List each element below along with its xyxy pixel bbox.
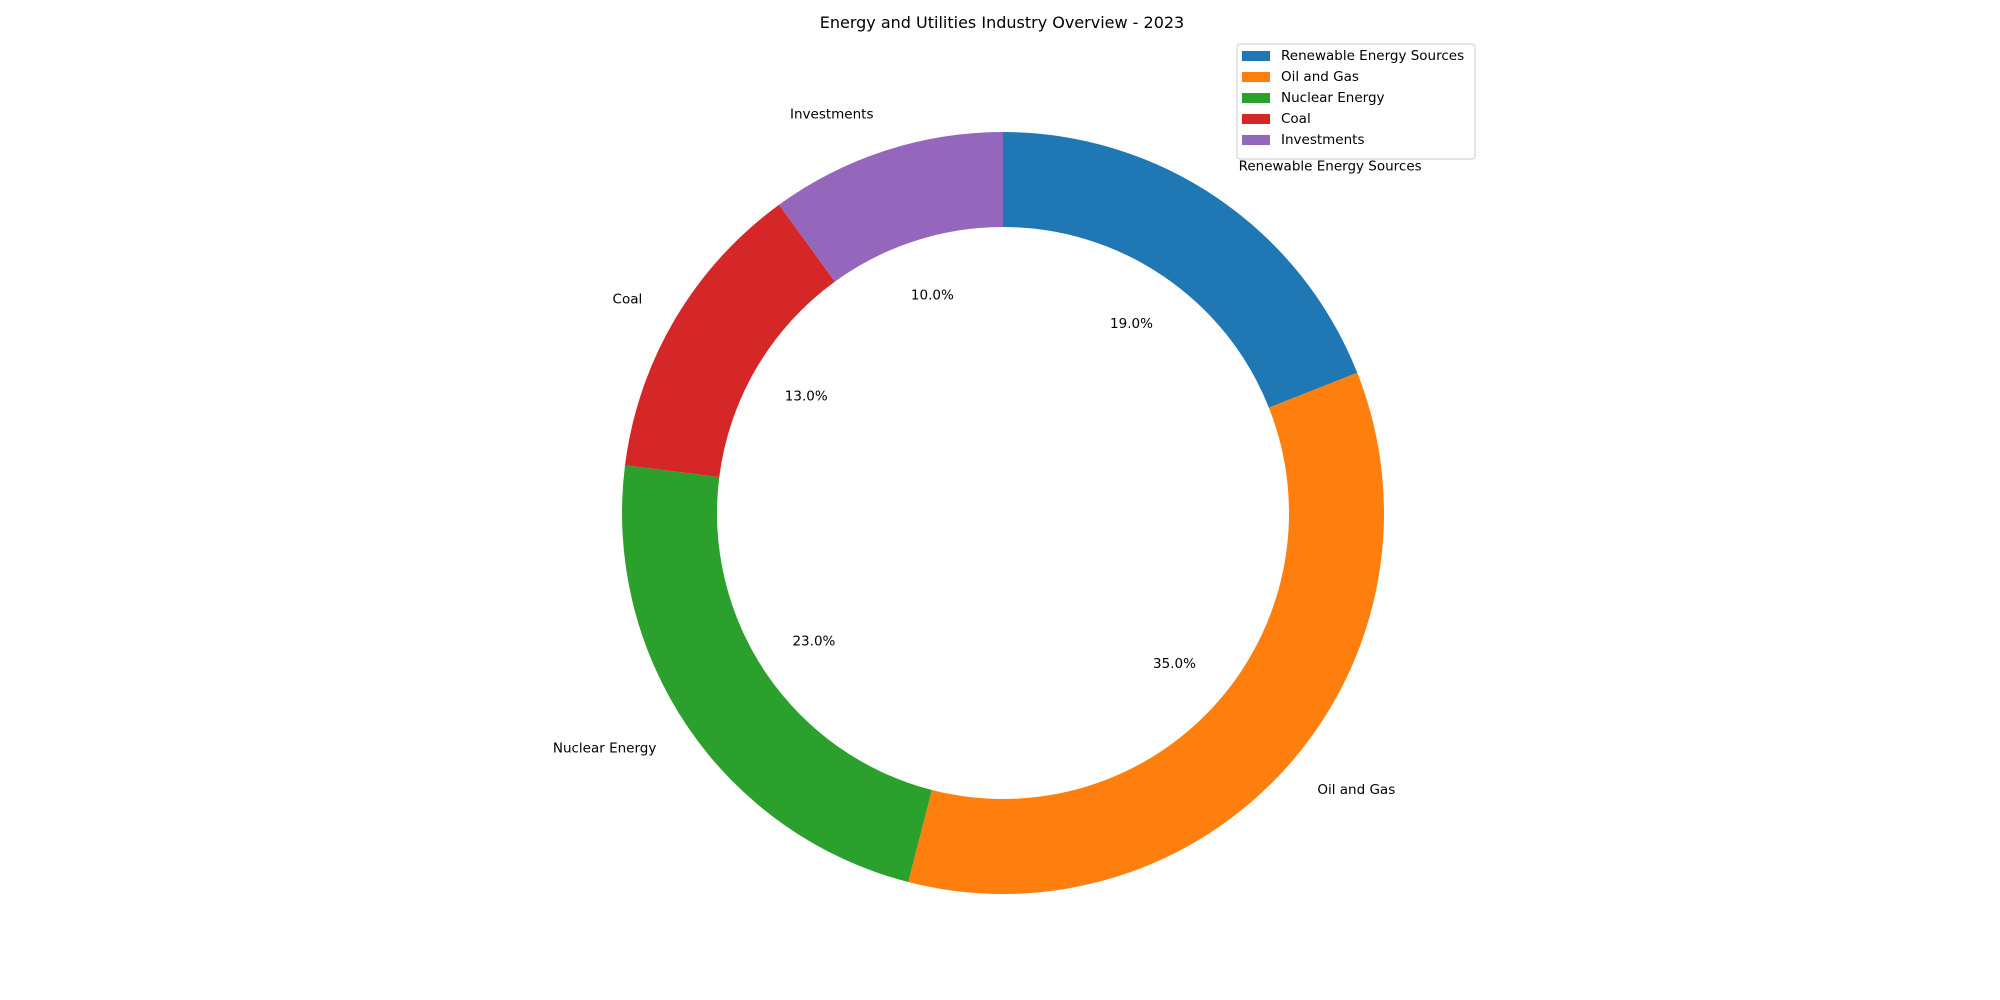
category-label-coal: Coal xyxy=(613,292,643,308)
category-labels: Renewable Energy Sources Oil and Gas Nucle… xyxy=(553,106,1422,798)
legend-label-investments: Investments xyxy=(1281,132,1365,148)
percent-labels: 19.0% 35.0% 23.0% 13.0% 10.0% xyxy=(785,288,1196,673)
legend-swatch-renewable-energy-sources xyxy=(1242,51,1270,61)
percent-label-oil-and-gas: 35.0% xyxy=(1153,656,1196,672)
slice-nuclear-energy xyxy=(622,465,932,883)
category-label-oil-and-gas: Oil and Gas xyxy=(1317,782,1395,798)
legend-swatch-coal xyxy=(1242,114,1270,124)
legend-label-coal: Coal xyxy=(1281,111,1311,127)
slice-coal xyxy=(625,204,835,478)
slice-oil-and-gas xyxy=(908,372,1384,895)
category-label-nuclear-energy: Nuclear Energy xyxy=(553,741,657,757)
legend-swatch-investments xyxy=(1242,135,1270,145)
legend-swatch-oil-and-gas xyxy=(1242,72,1270,82)
legend-swatch-nuclear-energy xyxy=(1242,93,1270,103)
percent-label-investments: 10.0% xyxy=(911,288,954,304)
percent-label-coal: 13.0% xyxy=(785,389,828,405)
chart-title: Energy and Utilities Industry Overview -… xyxy=(820,13,1184,32)
donut-slices xyxy=(622,132,1384,895)
legend-label-renewable-energy-sources: Renewable Energy Sources xyxy=(1281,48,1464,64)
percent-label-renewable-energy-sources: 19.0% xyxy=(1110,316,1153,332)
legend-label-nuclear-energy: Nuclear Energy xyxy=(1281,90,1385,106)
percent-label-nuclear-energy: 23.0% xyxy=(792,633,835,649)
category-label-renewable-energy-sources: Renewable Energy Sources xyxy=(1239,158,1422,174)
category-label-investments: Investments xyxy=(790,106,874,122)
legend-box xyxy=(1236,43,1476,160)
slice-investments xyxy=(779,132,1003,282)
legend: Renewable Energy Sources Oil and Gas Nucle… xyxy=(1236,43,1476,160)
slice-renewable-energy-sources xyxy=(1003,132,1358,408)
legend-label-oil-and-gas: Oil and Gas xyxy=(1281,69,1359,85)
